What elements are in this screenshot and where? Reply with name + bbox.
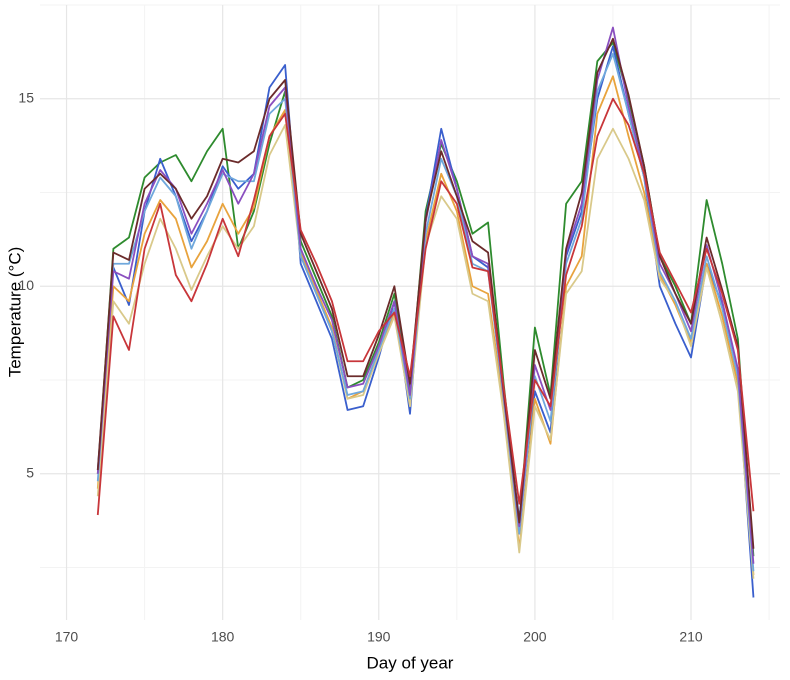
- series-line: [96, 75, 755, 576]
- x-axis-label: Day of year: [367, 653, 454, 672]
- x-tick-label: 180: [211, 629, 235, 645]
- y-tick-label: 15: [18, 89, 34, 105]
- x-tick-label: 190: [367, 629, 391, 645]
- series-line: [96, 45, 755, 598]
- x-tick-label: 200: [523, 629, 547, 645]
- x-tick-label: 170: [55, 629, 79, 645]
- y-tick-label: 5: [26, 464, 34, 480]
- series-line: [96, 26, 755, 564]
- series-line: [96, 97, 755, 516]
- series-line: [96, 52, 755, 572]
- series-line: [96, 41, 755, 557]
- y-tick-label: 10: [18, 277, 34, 293]
- series-line: [96, 124, 755, 579]
- series-line: [96, 37, 755, 549]
- x-tick-label: 210: [679, 629, 703, 645]
- y-axis-label: Temperature (°C): [5, 247, 24, 378]
